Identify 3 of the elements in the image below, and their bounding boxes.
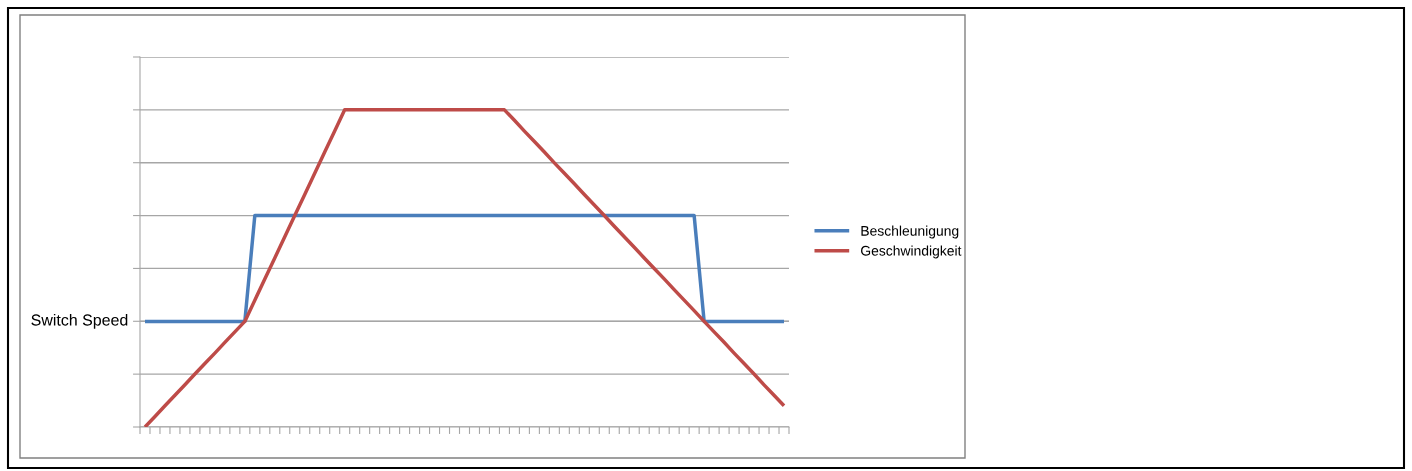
ref-line-label: Switch Speed (31, 313, 128, 329)
legend-label: Geschwindigkeit (861, 245, 962, 259)
legend-label: Beschleunigung (861, 225, 959, 239)
